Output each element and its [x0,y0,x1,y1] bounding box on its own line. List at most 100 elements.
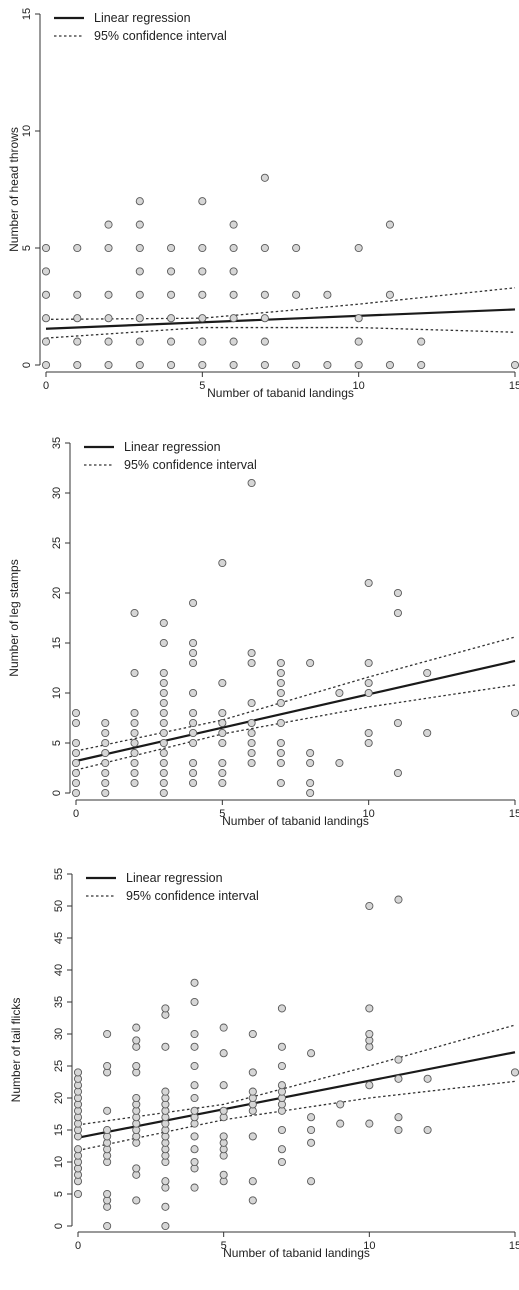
data-point [394,1125,403,1135]
data-point [130,768,139,778]
data-point [159,618,168,628]
data-point [159,788,168,798]
data-point [71,748,81,758]
data-point [247,648,256,658]
data-point [159,668,168,678]
data-point [218,768,227,778]
data-point [510,360,519,370]
data-point [276,718,285,728]
data-point [159,638,168,648]
data-point [354,360,363,370]
data-point [130,748,139,758]
data-point [247,758,256,768]
data-point [190,1029,199,1039]
y-tick-label: 25 [51,537,63,549]
data-point [365,1029,374,1039]
data-point [417,337,426,346]
data-point [365,901,374,911]
data-point [189,738,198,748]
data-point [161,1221,170,1231]
data-point [130,758,139,768]
data-point [101,768,110,778]
data-point [190,1042,199,1051]
data-point [159,708,168,718]
data-point [189,708,198,718]
regression-line [75,659,516,763]
data-point [335,758,344,768]
data-point [306,778,315,788]
x-axis-title: Number of tabanid landings [207,386,354,400]
data-point [306,758,315,768]
x-tick-label: 0 [75,1240,81,1252]
data-point [161,1004,170,1013]
x-tick-label: 5 [221,1240,227,1252]
data-point [277,1157,286,1167]
data-point [276,658,285,668]
legend-regression-label: Linear regression [126,871,223,885]
data-point [198,290,207,299]
data-point [41,337,51,346]
regression-line [45,308,516,330]
data-point [393,768,402,778]
data-point [248,1132,257,1141]
data-point [132,1196,141,1205]
y-tick-label: 45 [53,932,65,944]
data-point [189,658,198,668]
data-point [101,728,110,738]
data-point [159,728,168,738]
data-point [219,1170,228,1179]
data-point [276,738,285,748]
data-point [354,243,363,253]
data-point [276,688,285,698]
data-point [248,1029,257,1039]
data-point [104,360,113,370]
data-point [103,1029,112,1039]
data-point [71,778,81,788]
data-point [159,698,168,708]
data-point [307,1113,316,1122]
y-axis-title: Number of head throws [7,127,21,252]
data-point [336,1100,345,1109]
x-axis-title: Number of tabanid landings [223,1246,370,1260]
data-point [385,220,394,229]
data-point [248,1087,257,1096]
data-point [248,1177,257,1186]
data-point [198,267,207,276]
y-tick-label: 55 [53,868,65,880]
data-point [189,758,198,768]
chart-panel-1: 0 5 10 15 0 5 10 15 Number of tabanid landings Nu… [7,8,519,400]
data-point [393,588,402,598]
data-point [167,360,176,370]
data-point [190,1157,199,1167]
ci-upper-line [75,636,516,752]
data-point [189,598,198,608]
y-tick-label: 5 [21,245,33,251]
data-point [248,1196,257,1205]
data-point [189,718,198,728]
y-tick-label: 30 [51,487,63,499]
data-point [130,718,139,728]
data-point [71,768,81,778]
data-point [104,220,113,229]
data-point [277,1125,286,1135]
x-tick-label: 0 [43,380,49,392]
data-point [161,1087,170,1096]
data-point [393,608,402,618]
data-point [260,360,269,370]
data-point [41,314,51,323]
data-point [189,778,198,788]
y-tick-label: 10 [21,125,33,137]
data-point [190,1145,199,1154]
data-point [336,1119,345,1128]
data-point [247,698,256,708]
ci-lower-line [75,684,516,771]
data-point [276,678,285,688]
data-point [218,758,227,768]
x-tick-label: 5 [199,380,205,392]
legend-ci-label: 95% confidence interval [126,889,259,903]
data-point [260,173,269,182]
data-point [277,1061,286,1071]
data-point [218,728,227,738]
data-point [229,267,238,276]
data-point [167,337,176,346]
